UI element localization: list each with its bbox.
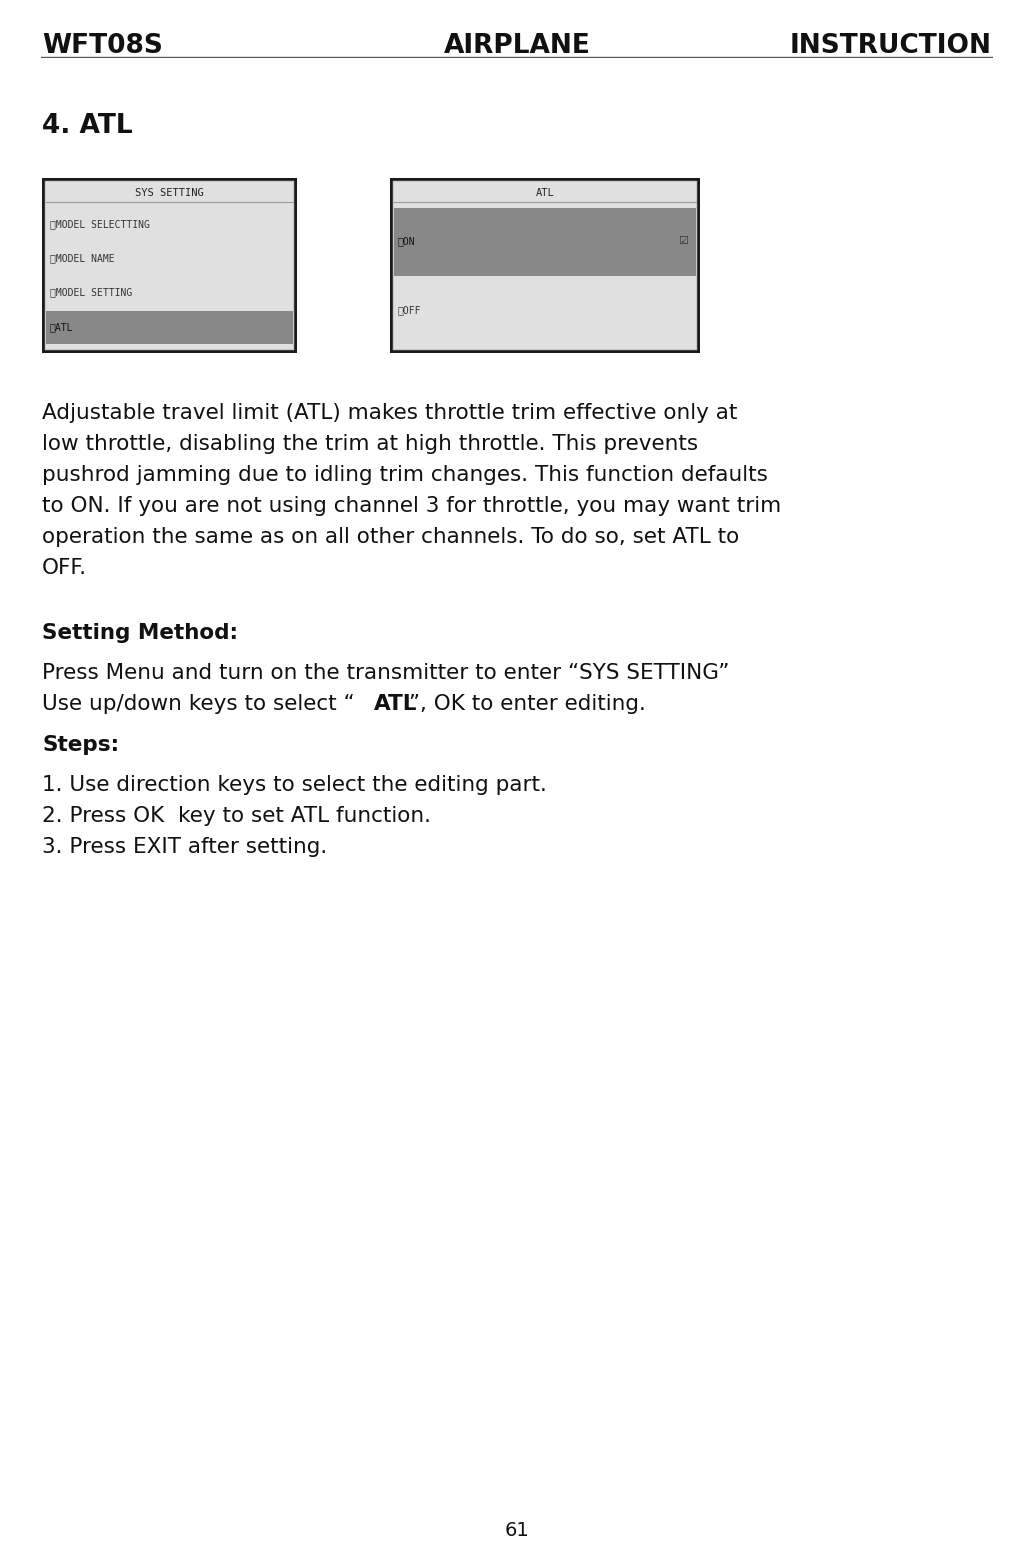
Text: ②MODEL NAME: ②MODEL NAME: [50, 254, 115, 263]
Text: ”, OK to enter editing.: ”, OK to enter editing.: [409, 695, 646, 713]
Text: INSTRUCTION: INSTRUCTION: [790, 33, 992, 60]
Text: WFT08S: WFT08S: [42, 33, 163, 60]
Text: Setting Method:: Setting Method:: [42, 622, 238, 643]
Text: Steps:: Steps:: [42, 735, 119, 756]
Text: Adjustable travel limit (ATL) makes throttle trim effective only at: Adjustable travel limit (ATL) makes thro…: [42, 403, 737, 423]
Text: to ON. If you are not using channel 3 for throttle, you may want trim: to ON. If you are not using channel 3 fo…: [42, 495, 782, 516]
Text: pushrod jamming due to idling trim changes. This function defaults: pushrod jamming due to idling trim chang…: [42, 466, 768, 485]
Text: 1. Use direction keys to select the editing part.: 1. Use direction keys to select the edit…: [42, 775, 547, 795]
Text: ①ON: ①ON: [398, 237, 416, 246]
Text: ☑: ☑: [678, 237, 688, 246]
Text: OFF.: OFF.: [42, 558, 87, 579]
Text: ③MODEL SETTING: ③MODEL SETTING: [50, 287, 132, 298]
Text: ATL: ATL: [373, 695, 417, 713]
Text: 2. Press OK  key to set ATL function.: 2. Press OK key to set ATL function.: [42, 806, 431, 826]
Text: operation the same as on all other channels. To do so, set ATL to: operation the same as on all other chann…: [42, 527, 739, 547]
Text: ④ATL: ④ATL: [50, 321, 73, 332]
Text: 3. Press EXIT after setting.: 3. Press EXIT after setting.: [42, 837, 327, 858]
Bar: [45, 310, 293, 343]
Text: Press Menu and turn on the transmitter to enter “SYS SETTING”: Press Menu and turn on the transmitter t…: [42, 663, 729, 684]
Text: Use up/down keys to select “: Use up/down keys to select “: [42, 695, 355, 713]
Text: 61: 61: [505, 1521, 529, 1540]
Text: 4. ATL: 4. ATL: [42, 113, 132, 140]
Text: low throttle, disabling the trim at high throttle. This prevents: low throttle, disabling the trim at high…: [42, 434, 698, 455]
Bar: [394, 209, 696, 276]
Text: ①MODEL SELECTTING: ①MODEL SELECTTING: [50, 220, 150, 229]
Text: ②OFF: ②OFF: [398, 304, 422, 315]
Text: ATL: ATL: [536, 188, 554, 198]
Text: AIRPLANE: AIRPLANE: [444, 33, 590, 60]
Text: SYS SETTING: SYS SETTING: [135, 188, 204, 198]
